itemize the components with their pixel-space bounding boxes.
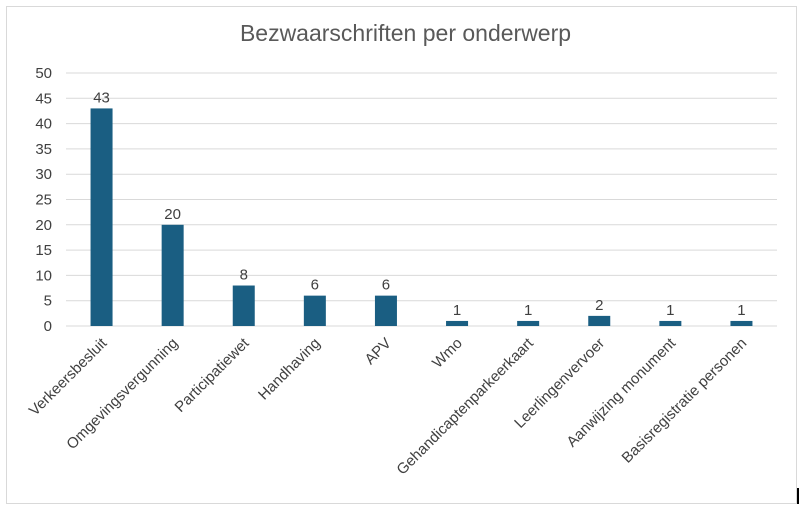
y-tick-label: 35 [35,141,52,158]
data-label: 43 [93,89,110,106]
x-tick-label: APV [362,335,395,368]
bar [588,316,610,326]
bar [659,321,681,326]
bar [517,321,539,326]
data-label: 1 [666,302,674,319]
data-label: 2 [595,297,603,314]
y-tick-label: 30 [35,166,52,183]
bar [304,296,326,326]
y-tick-label: 25 [35,192,52,209]
data-label: 1 [453,302,461,319]
y-tick-label: 50 [35,65,52,82]
data-label: 8 [240,267,248,284]
bar [375,296,397,326]
data-label: 1 [737,302,745,319]
x-tick-label: Handhaving [255,335,324,404]
x-tick-label: Gehandicaptenparkeerkaart [393,334,537,478]
data-label: 20 [164,206,181,223]
y-tick-label: 15 [35,242,52,259]
data-label: 6 [311,277,319,294]
window-corner-mark [797,488,799,504]
y-tick-label: 10 [35,267,52,284]
bar [730,321,752,326]
x-tick-label: Wmo [429,335,466,372]
bar [446,321,468,326]
data-label: 1 [524,302,532,319]
y-tick-label: 5 [44,293,52,310]
y-tick-label: 0 [44,318,52,335]
bar [233,286,255,326]
data-label: 6 [382,277,390,294]
bar [162,225,184,326]
y-tick-label: 45 [35,90,52,107]
x-tick-label: Participatiewet [172,334,254,416]
x-tick-label: Basisregistratie personen [619,335,751,467]
bar-chart: 0510152025303540455043Verkeersbesluit20O… [0,0,811,518]
y-tick-label: 40 [35,116,52,133]
bar [91,108,113,326]
y-tick-label: 20 [35,217,52,234]
